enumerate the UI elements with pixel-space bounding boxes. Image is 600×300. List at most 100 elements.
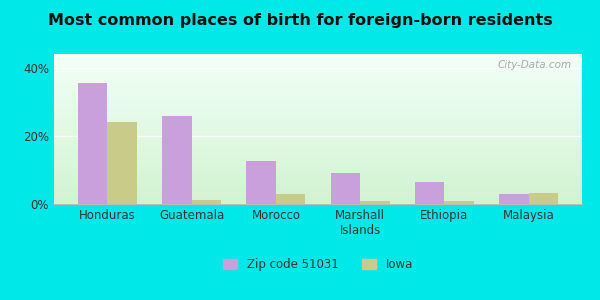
Bar xyxy=(54,170,582,171)
Bar xyxy=(445,201,474,204)
Bar xyxy=(54,149,582,150)
Bar xyxy=(54,68,582,69)
Bar xyxy=(54,176,582,177)
Bar xyxy=(54,84,582,85)
Bar xyxy=(54,196,582,197)
Bar xyxy=(54,61,582,62)
Bar xyxy=(54,128,582,129)
Bar xyxy=(54,177,582,178)
Bar xyxy=(54,107,582,108)
Bar xyxy=(54,75,582,76)
Bar xyxy=(54,115,582,116)
Bar xyxy=(54,182,582,183)
Bar xyxy=(54,57,582,58)
Bar xyxy=(54,158,582,159)
Bar xyxy=(54,91,582,92)
Bar xyxy=(54,114,582,115)
Bar xyxy=(54,101,582,102)
Bar xyxy=(54,78,582,79)
Bar xyxy=(54,143,582,144)
Bar xyxy=(54,188,582,189)
Bar xyxy=(54,100,582,101)
Bar xyxy=(54,77,582,78)
Bar xyxy=(54,178,582,179)
Bar xyxy=(107,122,137,204)
Bar xyxy=(360,201,389,204)
Bar xyxy=(54,96,582,97)
Bar xyxy=(54,73,582,74)
Bar xyxy=(54,181,582,182)
Bar xyxy=(54,163,582,164)
Bar xyxy=(54,95,582,96)
Bar xyxy=(54,123,582,124)
Bar xyxy=(54,169,582,170)
Bar xyxy=(54,125,582,126)
Bar xyxy=(54,173,582,174)
Bar xyxy=(54,197,582,198)
Bar xyxy=(54,132,582,133)
Bar xyxy=(54,62,582,63)
Bar xyxy=(54,106,582,107)
Bar xyxy=(54,203,582,204)
Bar xyxy=(54,108,582,109)
Bar xyxy=(54,99,582,100)
Bar xyxy=(54,199,582,200)
Bar xyxy=(499,194,529,204)
Bar xyxy=(54,185,582,186)
Bar xyxy=(54,162,582,163)
Bar xyxy=(54,118,582,119)
Bar xyxy=(54,134,582,135)
Text: City-Data.com: City-Data.com xyxy=(497,60,571,70)
Bar xyxy=(54,161,582,162)
Bar xyxy=(54,116,582,117)
Bar xyxy=(54,83,582,84)
Bar xyxy=(54,70,582,71)
Bar xyxy=(54,121,582,122)
Bar xyxy=(54,146,582,147)
Bar xyxy=(54,74,582,75)
Bar xyxy=(54,98,582,99)
Bar xyxy=(54,130,582,131)
Bar xyxy=(54,175,582,176)
Bar xyxy=(54,110,582,111)
Bar xyxy=(54,150,582,151)
Bar xyxy=(54,138,582,139)
Bar xyxy=(54,85,582,86)
Bar xyxy=(54,82,582,83)
Bar xyxy=(54,148,582,149)
Bar xyxy=(54,140,582,141)
Bar xyxy=(54,76,582,77)
Bar xyxy=(54,160,582,161)
Bar xyxy=(54,193,582,194)
Bar xyxy=(54,88,582,89)
Bar xyxy=(54,156,582,157)
Bar xyxy=(54,152,582,153)
Bar xyxy=(54,129,582,130)
Bar xyxy=(54,59,582,60)
Bar xyxy=(54,60,582,61)
Bar xyxy=(54,157,582,158)
Bar xyxy=(54,194,582,195)
Bar xyxy=(54,198,582,199)
Bar xyxy=(54,133,582,134)
Bar xyxy=(54,202,582,203)
Bar xyxy=(54,64,582,65)
Bar xyxy=(247,161,276,204)
Bar xyxy=(54,155,582,156)
Bar xyxy=(54,69,582,70)
Bar xyxy=(54,56,582,57)
Bar xyxy=(54,160,582,161)
Text: Most common places of birth for foreign-born residents: Most common places of birth for foreign-… xyxy=(47,14,553,28)
Bar xyxy=(54,166,582,167)
Bar xyxy=(54,127,582,128)
Bar xyxy=(54,81,582,82)
Bar xyxy=(54,164,582,165)
Bar xyxy=(54,167,582,168)
Bar xyxy=(54,179,582,180)
Bar xyxy=(54,168,582,169)
Bar xyxy=(54,112,582,113)
Bar xyxy=(54,87,582,88)
Bar xyxy=(54,147,582,148)
Bar xyxy=(54,153,582,154)
Bar xyxy=(54,141,582,142)
